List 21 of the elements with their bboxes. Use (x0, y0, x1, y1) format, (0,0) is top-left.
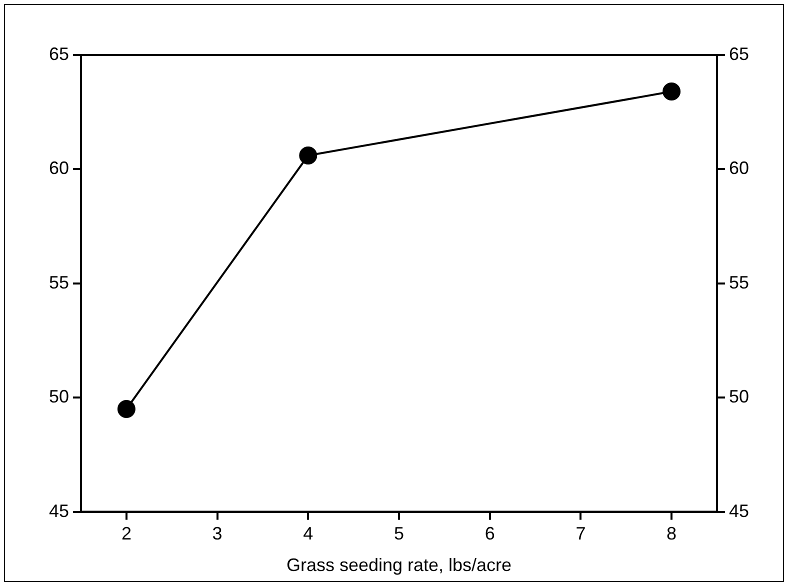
y2-tick-label: 60 (728, 158, 750, 178)
x-tick-label: 7 (576, 524, 586, 544)
x-axis-title: Grass seeding rate, lbs/acre (286, 555, 512, 576)
x-tick-label: 6 (484, 524, 495, 544)
y2-tick-label: 55 (728, 272, 750, 292)
y2-tick-label: 45 (728, 500, 750, 521)
y-tick-label: 60 (48, 158, 70, 178)
x-tick-label: 4 (303, 524, 314, 544)
point (117, 400, 136, 418)
y-tick-label: 55 (48, 272, 70, 292)
y2-tick-label: 65 (728, 44, 750, 64)
y2-tick-label: 50 (728, 386, 750, 407)
y-tick-label: 65 (48, 44, 70, 64)
y-tick-label: 45 (48, 500, 70, 521)
y-tick-label: 50 (48, 386, 70, 407)
point (662, 82, 681, 101)
x-tick-label: 5 (394, 524, 404, 544)
x-tick-label: 2 (121, 524, 132, 544)
x-tick-label: 3 (212, 524, 222, 544)
x-tick-label: 8 (666, 524, 677, 544)
point (299, 146, 318, 164)
